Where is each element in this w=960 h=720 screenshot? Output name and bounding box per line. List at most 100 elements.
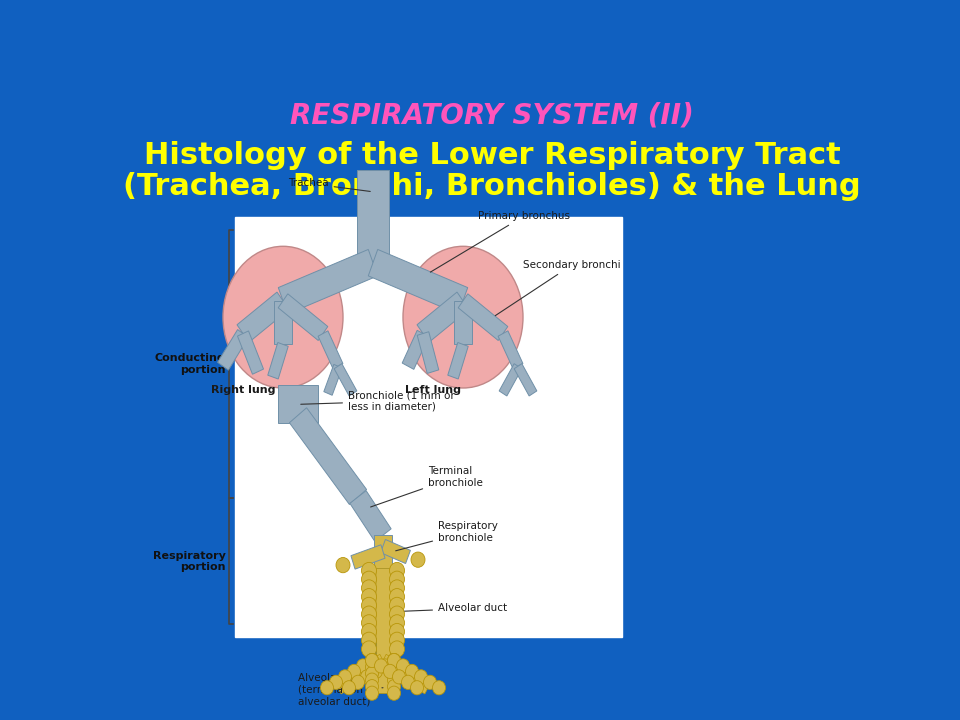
Circle shape — [366, 673, 378, 687]
Polygon shape — [274, 301, 292, 344]
Polygon shape — [280, 388, 316, 415]
Circle shape — [370, 665, 382, 678]
FancyBboxPatch shape — [234, 217, 622, 637]
Polygon shape — [289, 408, 367, 505]
Circle shape — [356, 659, 370, 673]
Polygon shape — [278, 385, 318, 423]
Circle shape — [401, 675, 415, 689]
Circle shape — [390, 606, 404, 622]
Circle shape — [336, 557, 350, 572]
Polygon shape — [380, 539, 411, 564]
Text: Alveolar duct: Alveolar duct — [400, 603, 507, 613]
Polygon shape — [418, 332, 439, 374]
Polygon shape — [458, 294, 508, 341]
Text: Primary bronchus: Primary bronchus — [430, 211, 570, 272]
Circle shape — [366, 654, 378, 667]
Circle shape — [362, 641, 376, 657]
Circle shape — [362, 571, 376, 588]
Polygon shape — [515, 364, 537, 396]
Polygon shape — [278, 294, 327, 341]
Polygon shape — [351, 545, 385, 569]
Text: Left lung: Left lung — [405, 385, 461, 395]
Circle shape — [374, 659, 388, 673]
Text: Histology of the Lower Respiratory Tract: Histology of the Lower Respiratory Tract — [144, 141, 840, 170]
Polygon shape — [376, 660, 390, 693]
Circle shape — [433, 680, 445, 695]
Text: Conducting
portion: Conducting portion — [155, 354, 226, 375]
Circle shape — [361, 670, 373, 684]
Polygon shape — [376, 568, 390, 660]
Circle shape — [411, 680, 423, 695]
Polygon shape — [499, 364, 522, 396]
Circle shape — [390, 562, 404, 579]
Circle shape — [366, 680, 378, 694]
Circle shape — [366, 654, 378, 667]
Circle shape — [362, 606, 376, 622]
Polygon shape — [454, 301, 472, 344]
Circle shape — [366, 654, 378, 667]
Polygon shape — [498, 330, 523, 369]
Circle shape — [388, 680, 400, 694]
Circle shape — [396, 659, 410, 673]
Circle shape — [366, 660, 378, 674]
Ellipse shape — [403, 246, 523, 388]
Circle shape — [390, 598, 404, 613]
Circle shape — [388, 654, 400, 667]
Polygon shape — [335, 654, 386, 694]
Polygon shape — [324, 364, 342, 395]
Circle shape — [405, 665, 419, 678]
Text: Respiratory
bronchiole: Respiratory bronchiole — [396, 521, 498, 551]
Polygon shape — [237, 331, 263, 374]
Circle shape — [362, 624, 376, 640]
Circle shape — [362, 615, 376, 631]
Circle shape — [388, 686, 400, 701]
Circle shape — [362, 562, 376, 579]
Polygon shape — [278, 249, 377, 314]
Polygon shape — [237, 292, 289, 342]
Polygon shape — [402, 330, 429, 369]
Circle shape — [388, 654, 400, 667]
Circle shape — [423, 675, 437, 689]
Circle shape — [388, 667, 400, 680]
Text: Terminal
bronchiole: Terminal bronchiole — [371, 467, 483, 507]
Circle shape — [362, 632, 376, 649]
Circle shape — [351, 675, 365, 689]
Text: Secondary bronchi: Secondary bronchi — [495, 260, 620, 315]
Polygon shape — [369, 249, 468, 314]
Polygon shape — [218, 330, 249, 370]
Text: Alveolar sac
(termination of
alveolar duct): Alveolar sac (termination of alveolar du… — [298, 673, 383, 706]
Circle shape — [343, 680, 355, 695]
Polygon shape — [380, 654, 431, 694]
Circle shape — [383, 665, 396, 678]
Circle shape — [415, 670, 427, 684]
Polygon shape — [357, 170, 389, 263]
Circle shape — [390, 641, 404, 657]
Circle shape — [411, 552, 425, 567]
Circle shape — [362, 580, 376, 596]
Text: RESPIRATORY SYSTEM (II): RESPIRATORY SYSTEM (II) — [290, 102, 694, 130]
Polygon shape — [318, 330, 343, 369]
Circle shape — [366, 667, 378, 680]
Circle shape — [329, 675, 343, 689]
Polygon shape — [334, 364, 357, 396]
Text: Bronchiole (1 mm or
less in diameter): Bronchiole (1 mm or less in diameter) — [300, 390, 455, 412]
Circle shape — [393, 670, 405, 684]
Circle shape — [388, 654, 400, 667]
Circle shape — [390, 615, 404, 631]
Circle shape — [321, 680, 333, 695]
Circle shape — [339, 670, 351, 684]
Circle shape — [390, 632, 404, 649]
Circle shape — [362, 598, 376, 613]
Ellipse shape — [223, 246, 343, 388]
Text: Respiratory
portion: Respiratory portion — [153, 551, 226, 572]
Circle shape — [390, 571, 404, 588]
Polygon shape — [349, 490, 391, 541]
Polygon shape — [417, 292, 469, 342]
Polygon shape — [374, 535, 392, 568]
Circle shape — [348, 665, 361, 678]
Circle shape — [388, 673, 400, 687]
Text: Trachea: Trachea — [288, 179, 371, 192]
Circle shape — [388, 660, 400, 674]
Circle shape — [366, 686, 378, 701]
Circle shape — [390, 588, 404, 605]
